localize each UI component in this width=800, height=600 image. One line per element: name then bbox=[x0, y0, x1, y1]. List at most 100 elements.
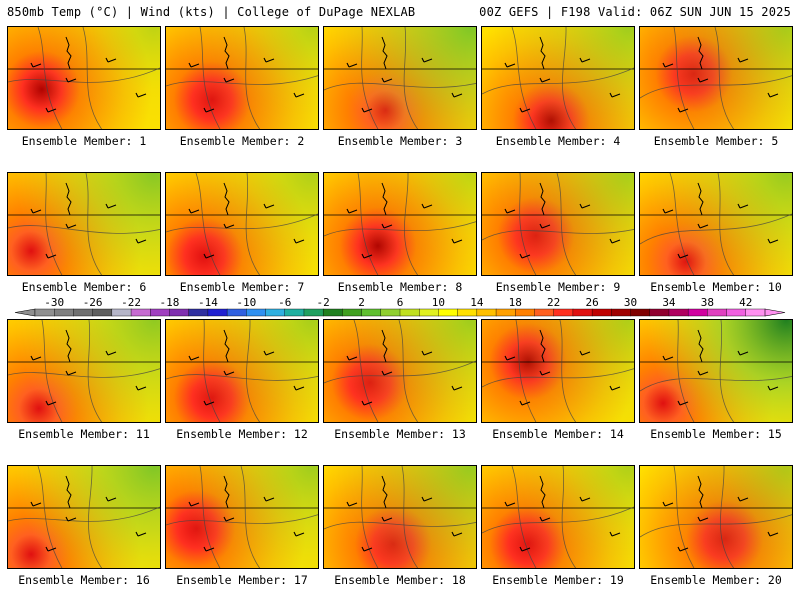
cool-air-field bbox=[640, 466, 792, 568]
map-panel bbox=[481, 172, 635, 276]
coastline bbox=[697, 36, 704, 70]
cool-air-field bbox=[8, 466, 160, 568]
colorbar-swatch bbox=[438, 308, 459, 317]
contour-line bbox=[640, 213, 792, 245]
map-panel bbox=[323, 465, 477, 569]
contour-line bbox=[556, 173, 577, 275]
product-title: 850mb Temp (°C) | Wind (kts) | College o… bbox=[7, 5, 416, 19]
colorbar-swatch bbox=[553, 308, 574, 317]
contour-line bbox=[166, 514, 318, 526]
cool-air-field bbox=[482, 320, 634, 422]
colorbar-swatch bbox=[303, 308, 324, 317]
wind-barb bbox=[519, 546, 531, 552]
wind-barb bbox=[293, 92, 305, 98]
contour-line bbox=[195, 173, 221, 275]
wind-barb bbox=[737, 350, 749, 356]
wind-barb bbox=[697, 77, 709, 83]
contour-line bbox=[246, 320, 261, 422]
colorbar-tick-label: 10 bbox=[432, 297, 445, 309]
map-panel bbox=[165, 465, 319, 569]
panel-label: Ensemble Member: 2 bbox=[179, 134, 305, 148]
map-panel bbox=[7, 172, 161, 276]
panel-label: Ensemble Member: 18 bbox=[334, 573, 466, 587]
coastline bbox=[381, 329, 388, 363]
wind-barb bbox=[263, 350, 275, 356]
wind-barb bbox=[105, 57, 117, 63]
map-panel bbox=[165, 172, 319, 276]
cool-air-field bbox=[8, 320, 160, 422]
colorbar-tick-label: 22 bbox=[547, 297, 560, 309]
contour-line bbox=[8, 368, 160, 378]
wind-barb bbox=[539, 370, 551, 376]
wind-barb bbox=[579, 350, 591, 356]
panel-label: Ensemble Member: 7 bbox=[179, 280, 305, 294]
contour-line bbox=[361, 466, 379, 568]
contour-line bbox=[515, 320, 537, 422]
wind-barb bbox=[697, 223, 709, 229]
colorbar-swatch bbox=[457, 308, 478, 317]
contour-line bbox=[199, 466, 221, 568]
wind-barb bbox=[203, 253, 215, 259]
panel-label: Ensemble Member: 5 bbox=[653, 134, 779, 148]
panel-label: Ensemble Member: 1 bbox=[21, 134, 147, 148]
contour-line bbox=[166, 213, 318, 233]
wind-barb bbox=[135, 238, 147, 244]
map-panel bbox=[639, 465, 793, 569]
wind-barb bbox=[223, 370, 235, 376]
contour-line bbox=[8, 225, 160, 234]
cool-air-field bbox=[640, 320, 792, 422]
colorbar-swatch bbox=[342, 308, 363, 317]
map-panel bbox=[7, 465, 161, 569]
colorbar-tick-label: -18 bbox=[160, 297, 180, 309]
panel-label: Ensemble Member: 14 bbox=[492, 427, 624, 441]
cool-air-field bbox=[640, 27, 792, 129]
colorbar-tick-label: 34 bbox=[662, 297, 676, 309]
wind-barb bbox=[697, 370, 709, 376]
wind-barb bbox=[737, 57, 749, 63]
wind-barb bbox=[677, 546, 689, 552]
wind-barb bbox=[30, 62, 42, 68]
wind-barb bbox=[361, 546, 373, 552]
cool-air-field bbox=[482, 466, 634, 568]
wind-barb bbox=[263, 57, 275, 63]
contour-line bbox=[41, 320, 63, 422]
panel-label: Ensemble Member: 19 bbox=[492, 573, 624, 587]
map-panel bbox=[7, 319, 161, 423]
contour-line bbox=[561, 466, 577, 568]
panel-label: Ensemble Member: 4 bbox=[495, 134, 621, 148]
wind-barb bbox=[30, 208, 42, 214]
wind-barb bbox=[539, 223, 551, 229]
colorbar-swatch bbox=[361, 308, 382, 317]
colorbar-swatch bbox=[226, 308, 247, 317]
wind-barb bbox=[30, 501, 42, 507]
colorbar-swatch bbox=[150, 308, 170, 317]
colorbar-tick-label: 30 bbox=[624, 297, 637, 309]
contour-line bbox=[8, 67, 160, 83]
colorbar-swatch bbox=[649, 308, 670, 317]
contour-line bbox=[640, 75, 792, 99]
wind-barb bbox=[381, 516, 393, 522]
wind-barb bbox=[45, 400, 57, 406]
wind-barb bbox=[188, 501, 200, 507]
wind-barb bbox=[30, 355, 42, 361]
cool-air-field bbox=[166, 320, 318, 422]
wind-barb bbox=[45, 546, 57, 552]
coastline bbox=[65, 36, 72, 70]
wind-barb bbox=[662, 62, 674, 68]
wind-barb bbox=[579, 57, 591, 63]
wind-barb bbox=[539, 516, 551, 522]
cool-air-field bbox=[166, 173, 318, 275]
wind-barb bbox=[203, 546, 215, 552]
colorbar-swatch bbox=[515, 308, 535, 317]
colorbar-swatch bbox=[611, 308, 632, 317]
colorbar-swatch bbox=[188, 308, 209, 317]
colorbar-swatch bbox=[54, 308, 74, 317]
colorbar-swatch bbox=[284, 308, 305, 317]
contour-line bbox=[640, 375, 792, 392]
wind-barb bbox=[203, 107, 215, 113]
contour-line bbox=[240, 466, 261, 568]
map-panel bbox=[165, 26, 319, 130]
colorbar-swatch bbox=[111, 308, 132, 317]
panel-label: Ensemble Member: 8 bbox=[337, 280, 463, 294]
contour-line bbox=[324, 360, 476, 384]
